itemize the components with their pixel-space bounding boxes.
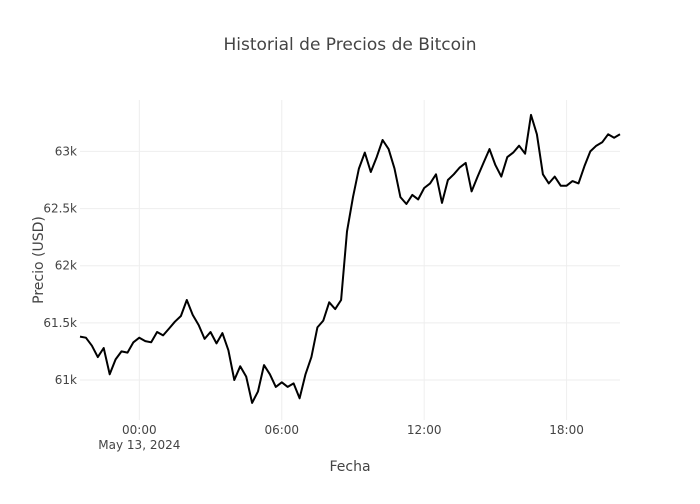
x-tick-label: 12:00 [407, 423, 442, 437]
chart-title: Historial de Precios de Bitcoin [223, 35, 476, 55]
x-tick-label: 00:00 [122, 423, 157, 437]
y-axis-title: Precio (USD) [31, 216, 47, 304]
y-tick-label: 62k [55, 259, 77, 273]
price-series-line [79, 113, 621, 404]
y-tick-label: 62.5k [43, 202, 77, 216]
gridlines [80, 100, 620, 420]
x-tick-label: 18:00 [549, 423, 584, 437]
y-axis-ticks: 61k 61.5k 62k 62.5k 63k [43, 144, 77, 387]
y-tick-label: 63k [55, 144, 77, 158]
x-tick-label: 06:00 [264, 423, 299, 437]
y-tick-label: 61k [55, 373, 77, 387]
x-tick-date-label: May 13, 2024 [98, 438, 180, 452]
y-tick-label: 61.5k [43, 316, 77, 330]
x-axis-title: Fecha [329, 459, 370, 475]
series-layer [79, 113, 621, 404]
